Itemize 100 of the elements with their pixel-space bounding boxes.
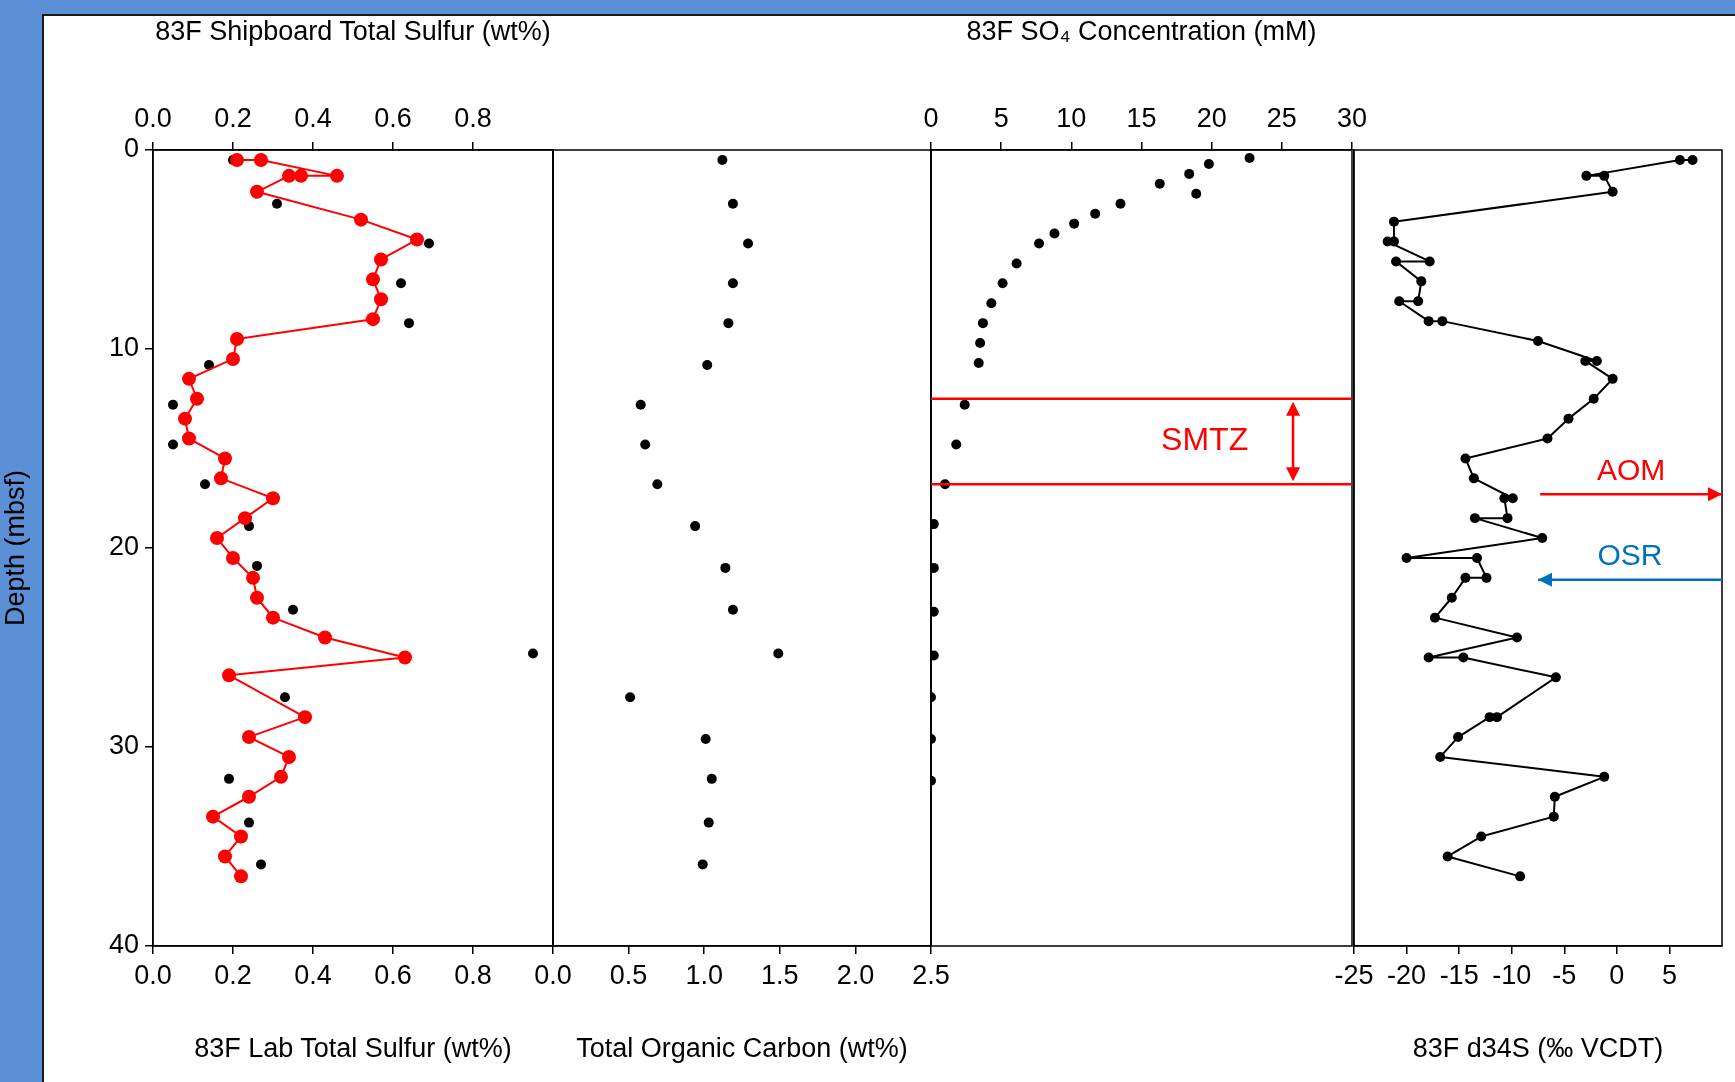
x-tick-label: 0.5 (609, 959, 648, 990)
point (206, 809, 220, 824)
point (702, 359, 713, 370)
x-axis-title: 83F d34S (‰ VCDT) (1412, 1033, 1664, 1064)
point (354, 212, 368, 227)
x-tick-label: 0.0 (534, 959, 572, 990)
point (720, 562, 731, 573)
point (282, 749, 296, 764)
point (951, 439, 962, 450)
point (1244, 152, 1255, 163)
point (250, 590, 264, 605)
point (266, 491, 280, 506)
point (1401, 552, 1412, 563)
point (1549, 791, 1560, 802)
y-tick-label: 30 (108, 730, 139, 761)
x-tick-label: 0.4 (294, 959, 332, 990)
point (1090, 208, 1101, 219)
point (250, 184, 264, 199)
point (1581, 170, 1592, 181)
point (238, 511, 252, 526)
point (975, 338, 986, 349)
x2-axis-title: 83F Shipboard Total Sulfur (wt%) (155, 15, 551, 46)
point (242, 730, 256, 745)
point (218, 849, 232, 864)
point (625, 692, 636, 703)
point (1203, 158, 1214, 169)
point (282, 168, 296, 183)
point (1550, 672, 1561, 683)
point (366, 312, 380, 327)
point (1580, 355, 1591, 366)
point (1049, 228, 1060, 239)
x-tick-label: 5 (993, 103, 1009, 134)
point (396, 278, 406, 289)
x-tick-label: 0.6 (374, 959, 412, 990)
point (272, 198, 282, 209)
point (1476, 831, 1487, 842)
point (1533, 336, 1543, 347)
point (1394, 296, 1405, 307)
point (366, 272, 380, 287)
point (224, 773, 234, 784)
point (404, 318, 414, 329)
point (986, 298, 997, 309)
point (226, 351, 240, 366)
y-tick-label: 0 (123, 133, 139, 164)
point (1515, 871, 1526, 882)
point (743, 238, 754, 249)
point (528, 648, 538, 659)
point (1674, 154, 1685, 165)
point (1184, 168, 1195, 179)
annotation: SMTZ (1161, 421, 1249, 458)
point (210, 531, 224, 546)
point (1591, 355, 1602, 366)
point (1484, 712, 1495, 723)
point (266, 610, 280, 625)
point (727, 278, 738, 289)
point (1435, 751, 1446, 762)
point (697, 859, 708, 870)
point (1069, 218, 1080, 229)
point (1469, 513, 1480, 524)
point (1563, 413, 1574, 424)
point (424, 238, 434, 249)
point (374, 292, 388, 307)
x-tick-label: -20 (1387, 959, 1427, 990)
point (727, 604, 738, 615)
x-tick-label: 0 (923, 103, 939, 134)
point (1542, 433, 1553, 444)
x-tick-label: 30 (1336, 103, 1368, 134)
point (706, 773, 717, 784)
point (1154, 178, 1165, 189)
point (1413, 296, 1424, 307)
point (234, 829, 248, 844)
point (246, 570, 260, 585)
point (1437, 316, 1448, 327)
point (178, 411, 192, 426)
y-tick-label: 20 (108, 531, 139, 562)
annotation: AOM (1596, 452, 1666, 486)
x-axis-title: 83F SO₄ Concentration (mM) (966, 15, 1317, 46)
point (977, 318, 988, 329)
point (1607, 186, 1618, 197)
point (288, 604, 298, 615)
point (168, 439, 178, 450)
point (1588, 393, 1599, 404)
point (1011, 258, 1022, 269)
point (1511, 632, 1522, 643)
y-axis-title: Depth (mbsf) (0, 469, 30, 627)
x-tick-label: 15 (1126, 103, 1157, 134)
point (294, 168, 308, 183)
point (1599, 771, 1610, 782)
point (182, 431, 196, 446)
point (700, 734, 711, 745)
point (1507, 493, 1518, 504)
point (652, 479, 663, 490)
point (230, 152, 244, 167)
point (1460, 572, 1471, 583)
x-tick-label: 1.0 (685, 959, 723, 990)
point (182, 371, 196, 386)
point (256, 859, 266, 870)
point (1460, 453, 1471, 464)
x-tick-label: -15 (1439, 959, 1479, 990)
x-tick-label: 0 (1609, 959, 1625, 990)
